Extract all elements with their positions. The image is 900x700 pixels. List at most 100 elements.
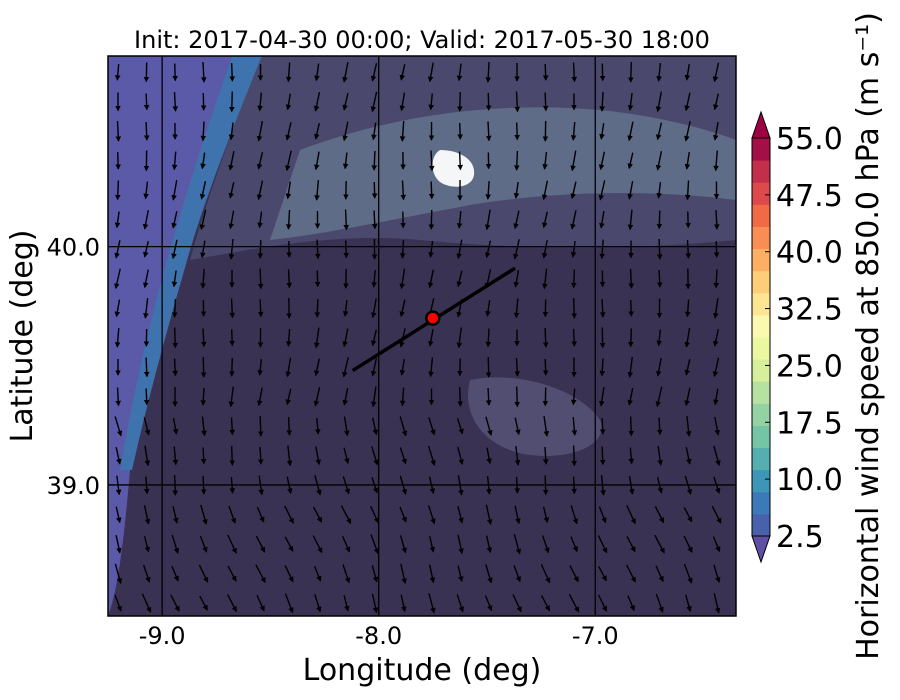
ocean-region xyxy=(108,56,232,616)
wind-arrow xyxy=(570,150,577,172)
wind-arrow xyxy=(143,505,151,525)
wind-arrow xyxy=(656,417,663,436)
wind-arrow xyxy=(570,388,577,406)
wind-arrow xyxy=(684,121,691,142)
wind-arrow xyxy=(399,475,408,496)
wind-vectors xyxy=(114,61,722,614)
wind-arrow xyxy=(457,151,464,171)
coastal-band xyxy=(120,56,262,470)
wind-arrow xyxy=(655,151,663,171)
wind-arrow xyxy=(485,328,492,348)
wind-arrow xyxy=(626,505,636,525)
wind-arrow xyxy=(257,239,264,259)
wind-arrow xyxy=(570,210,577,230)
wind-arrow xyxy=(542,327,549,348)
wind-arrow xyxy=(172,358,178,377)
wind-arrow xyxy=(370,358,378,377)
colorbar-segment xyxy=(752,469,770,493)
wind-arrow xyxy=(257,358,263,376)
x-tick-label: -8.0 xyxy=(355,622,402,650)
wind-arrow xyxy=(313,387,321,407)
wind-arrow xyxy=(656,181,662,199)
wind-arrow xyxy=(542,268,548,290)
wind-arrow xyxy=(114,211,121,229)
wind-arrow xyxy=(200,152,206,170)
wind-arrow xyxy=(285,328,292,347)
wind-arrow xyxy=(655,358,662,377)
wind-arrow xyxy=(200,328,207,348)
wind-arrow xyxy=(200,268,206,289)
y-axis-label: Latitude (deg) xyxy=(5,230,40,443)
wind-arrow xyxy=(456,327,463,349)
wind-arrow xyxy=(171,565,179,582)
wind-arrow xyxy=(285,209,292,230)
wind-arrow xyxy=(427,505,436,525)
wind-arrow xyxy=(514,445,521,466)
wind-arrow xyxy=(713,593,721,614)
wind-arrow xyxy=(342,476,350,495)
wind-arrow xyxy=(513,298,520,319)
wind-arrow xyxy=(256,506,265,523)
wind-arrow xyxy=(342,62,349,83)
wind-arrow xyxy=(171,180,178,201)
wind-arrow xyxy=(143,121,150,141)
wind-arrow xyxy=(485,504,493,526)
colorbar-segment xyxy=(752,248,770,272)
wind-arrow xyxy=(114,563,123,585)
wind-arrow xyxy=(428,476,436,495)
colorbar-ticks: 2.5 10.0 17.5 25.0 32.5 40.0 47.5 55.0 xyxy=(765,122,843,555)
wind-arrow xyxy=(714,417,721,436)
wind-arrow xyxy=(286,416,292,436)
wind-arrow xyxy=(627,152,634,170)
wind-arrow xyxy=(142,564,151,583)
wind-arrow xyxy=(571,476,578,495)
wind-arrow xyxy=(542,358,549,376)
wind-arrow xyxy=(684,475,693,496)
wind-arrow xyxy=(342,152,349,170)
wind-arrow xyxy=(713,209,720,230)
wind-arrow xyxy=(486,475,492,495)
wind-arrow xyxy=(712,122,719,141)
wind-arrow xyxy=(342,388,349,406)
wind-arrow xyxy=(485,61,491,83)
y-tick-label: 39.0 xyxy=(47,472,100,500)
wind-arrow xyxy=(684,151,691,170)
wind-arrow xyxy=(712,62,720,83)
wind-field-map xyxy=(108,56,736,616)
wind-arrow xyxy=(342,328,349,348)
colorbar-segment xyxy=(752,491,770,515)
wind-arrow xyxy=(199,535,208,553)
wind-arrow xyxy=(399,506,407,523)
wind-arrow xyxy=(685,415,692,437)
wind-arrow xyxy=(712,329,719,347)
wind-arrow xyxy=(229,91,235,113)
wind-arrow xyxy=(598,566,607,582)
wind-arrow xyxy=(143,297,149,319)
wind-arrow xyxy=(285,388,292,406)
wind-arrow xyxy=(457,534,464,555)
wind-arrow xyxy=(542,151,548,170)
wind-arrow xyxy=(115,120,122,142)
wind-arrow xyxy=(371,210,378,230)
wind-arrow xyxy=(285,62,292,83)
wind-arrow xyxy=(540,564,551,584)
wind-arrow xyxy=(312,506,323,523)
colorbar-tick-label: 2.5 xyxy=(776,520,824,555)
wind-arrow xyxy=(542,506,550,524)
wind-arrow xyxy=(428,329,434,347)
wind-arrow xyxy=(655,91,663,113)
colorbar-segment xyxy=(752,270,770,294)
colorbar-segment xyxy=(752,314,770,338)
wind-arrow xyxy=(457,122,463,140)
wind-arrow xyxy=(399,64,406,81)
wind-arrow xyxy=(512,594,522,613)
wind-arrow xyxy=(655,565,664,583)
map-frame xyxy=(107,55,737,617)
wind-arrow xyxy=(313,565,322,582)
wind-arrow xyxy=(600,474,606,496)
wind-arrow xyxy=(428,93,434,111)
wind-arrow xyxy=(228,505,237,524)
wind-arrow xyxy=(628,299,634,317)
wind-arrow xyxy=(343,209,350,231)
